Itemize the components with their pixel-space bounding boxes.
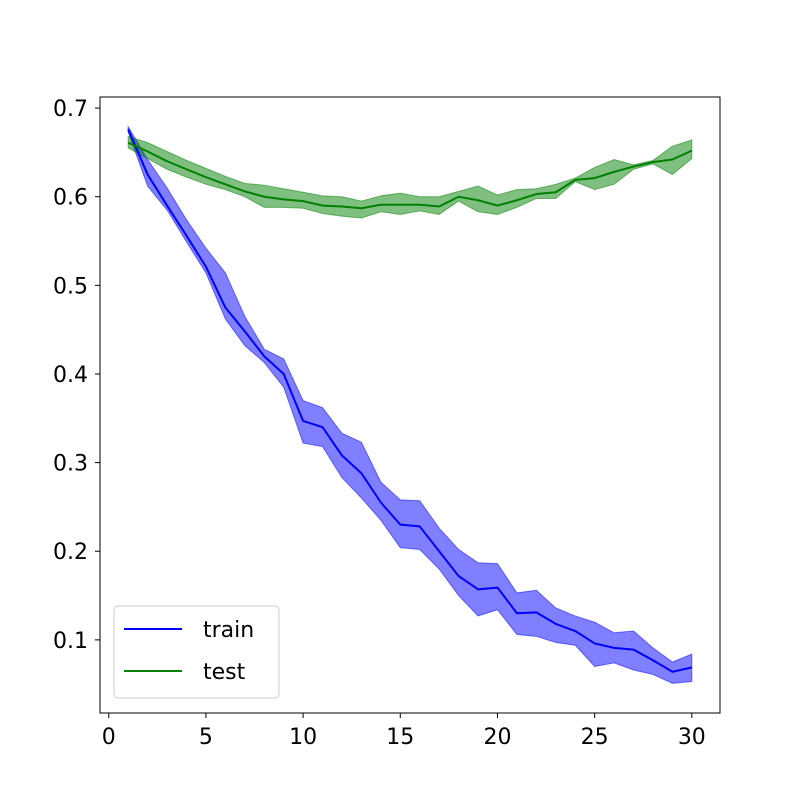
x-tick-label: 30 [678,725,706,750]
legend-box [113,605,280,699]
y-axis-ticks: 0.1 0.2 0.3 0.4 0.5 0.6 0.7 [53,97,100,654]
train-line [127,128,693,673]
y-tick-label: 0.1 [53,629,88,654]
test-band [127,135,693,219]
y-tick-label: 0.2 [53,540,88,565]
legend-label-test: test [203,660,246,685]
x-tick-label: 25 [581,725,609,750]
x-tick-label: 5 [199,725,213,750]
axes-frame [99,96,721,714]
y-tick-label: 0.5 [53,274,88,299]
x-tick-label: 15 [386,725,414,750]
series-lines [127,128,693,673]
y-tick-label: 0.6 [53,186,88,211]
legend-label-train: train [203,618,254,643]
y-tick-label: 0.3 [53,452,88,477]
y-tick-label: 0.7 [53,97,88,122]
x-axis-ticks: 0 5 10 15 20 25 30 [102,713,706,750]
legend: train test [113,605,280,699]
x-tick-label: 20 [483,725,511,750]
confidence-bands [127,124,693,684]
train-band [127,124,693,684]
y-tick-label: 0.4 [53,363,88,388]
x-tick-label: 10 [289,725,317,750]
x-tick-label: 0 [102,725,116,750]
test-line [127,141,693,210]
